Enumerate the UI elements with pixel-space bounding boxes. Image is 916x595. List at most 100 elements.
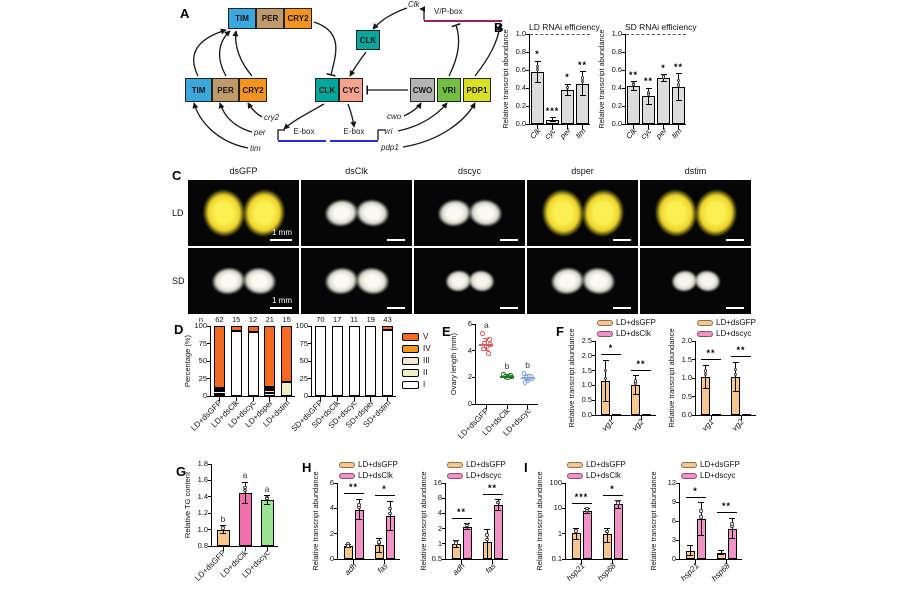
data-point bbox=[565, 85, 570, 90]
panel-f-vg-transcripts: F LD+dsGFP LD+dsClk Relative transcript ab… bbox=[556, 316, 768, 468]
x-tick bbox=[648, 125, 649, 129]
y-tick-label: 25 bbox=[198, 373, 207, 383]
error-cap bbox=[702, 364, 709, 366]
y-tick bbox=[472, 323, 476, 325]
x-tick bbox=[527, 405, 529, 409]
data-point bbox=[699, 515, 703, 519]
y-tick-label: 4 bbox=[329, 503, 334, 513]
y-tick bbox=[526, 105, 530, 107]
x-tick bbox=[336, 397, 338, 401]
stack-segment bbox=[213, 388, 225, 391]
significance-stars: *** bbox=[574, 491, 589, 502]
y-tick bbox=[562, 482, 566, 484]
y-tick-label: 4 bbox=[437, 508, 442, 518]
error-cap bbox=[549, 117, 556, 119]
y-tick-label: 8 bbox=[437, 493, 442, 503]
panel-label-e: E bbox=[442, 324, 451, 339]
y-tick bbox=[676, 520, 680, 522]
error-cap bbox=[483, 337, 490, 339]
y-tick-label: 2 bbox=[467, 372, 472, 382]
chart-hsp-dscyc: LD+dsGFP LD+dscyc Relative transcript abun… bbox=[648, 460, 742, 589]
gene-tim-label: tim bbox=[250, 144, 261, 153]
node-per-complex: PER bbox=[256, 8, 284, 29]
x-tick bbox=[663, 125, 664, 129]
legend-row: LD+dsGFP bbox=[681, 460, 742, 469]
y-tick-label: 0.4 bbox=[515, 83, 526, 92]
error-cap bbox=[632, 394, 639, 396]
panel-label-c: C bbox=[172, 168, 182, 183]
error-cap bbox=[732, 391, 739, 393]
y-tick bbox=[207, 360, 211, 362]
stack-segment bbox=[264, 386, 276, 389]
gene-cry2-label: cry2 bbox=[264, 113, 280, 122]
n-value: 15 bbox=[232, 315, 241, 324]
y-tick-label: 6 bbox=[329, 478, 334, 487]
x-axis-labels: LD+dsGFP LD+dsClk LD+dscyc LD+dsper LD+dstim bbox=[190, 396, 294, 452]
legend-label: LD+dscyc bbox=[716, 329, 752, 338]
significance-line bbox=[571, 502, 592, 504]
y-tick bbox=[526, 51, 530, 53]
ovary-lobe bbox=[689, 184, 742, 242]
category-label: adh bbox=[342, 561, 359, 578]
image-column-label: dsGFP bbox=[229, 166, 258, 176]
y-tick bbox=[208, 479, 212, 481]
legend-row: LD+dsGFP bbox=[447, 460, 508, 469]
stack-segment bbox=[264, 393, 276, 396]
ovary-photo bbox=[527, 248, 638, 314]
y-tick bbox=[208, 496, 212, 498]
error-bar bbox=[605, 360, 606, 402]
plot-area: ******* bbox=[622, 33, 686, 129]
chart-legend: LD+dsGFP LD+dscyc bbox=[697, 318, 756, 338]
error-bar bbox=[358, 499, 360, 520]
legend-swatch bbox=[597, 319, 613, 326]
y-tick bbox=[526, 33, 530, 35]
y-tick-label: 0.1 bbox=[551, 554, 562, 563]
error-cap bbox=[645, 87, 652, 89]
stage-label: I bbox=[423, 380, 426, 389]
error-cap bbox=[632, 375, 639, 377]
significance-stars: * bbox=[661, 62, 666, 73]
error-cap bbox=[573, 527, 579, 529]
plot-area: 70 17 11 19 43 bbox=[308, 315, 396, 401]
stack-segment bbox=[213, 326, 225, 389]
y-tick-label: 1.5 bbox=[581, 365, 592, 375]
chart-body: 0 25 50 75 100 70 17 11 19 43 bbox=[294, 315, 396, 401]
stage-swatch bbox=[402, 380, 419, 389]
stack-segment bbox=[382, 329, 394, 396]
y-tick-label: 1 bbox=[437, 538, 442, 548]
y-tick bbox=[622, 87, 626, 89]
y-axis: 0.1 1 10 100 bbox=[545, 478, 565, 563]
vp-box-line bbox=[424, 20, 502, 22]
x-tick bbox=[266, 547, 268, 551]
y-tick bbox=[622, 51, 626, 53]
category-label: hsp21 bbox=[678, 561, 701, 584]
x-axis-labels: LD+dsGFP LD+dsClk LD+dscyc bbox=[456, 404, 537, 458]
y-tick bbox=[472, 350, 476, 352]
stack-segment bbox=[213, 394, 225, 397]
data-point bbox=[485, 537, 489, 542]
error-cap bbox=[495, 499, 501, 501]
y-axis-label: Relative transcript abundance bbox=[649, 471, 658, 571]
y-tick-label: 1.0 bbox=[581, 380, 592, 390]
chart-legend: LD+dsGFP LD+dscyc bbox=[681, 460, 742, 480]
error-bar bbox=[389, 501, 391, 531]
error-cap bbox=[660, 81, 667, 83]
y-tick bbox=[308, 325, 312, 327]
y-tick-label: 1.0 bbox=[197, 524, 208, 534]
y-tick-label: 2 bbox=[329, 528, 334, 538]
error-bar bbox=[735, 362, 736, 392]
data-point bbox=[676, 78, 681, 83]
y-tick bbox=[526, 69, 530, 71]
stage-label: III bbox=[423, 356, 430, 365]
error-cap bbox=[698, 502, 704, 504]
stage-legend-row: I bbox=[402, 380, 431, 389]
y-tick-label: 75 bbox=[299, 338, 308, 348]
significance-line bbox=[701, 359, 721, 361]
y-tick bbox=[334, 533, 338, 535]
significance-stars: ** bbox=[721, 501, 731, 512]
y-tick bbox=[208, 545, 212, 547]
error-bar bbox=[567, 84, 568, 96]
chart-body: Relative transcript abundance 0.0 0.2 0.4 0.… bbox=[500, 29, 590, 129]
chart-ld-rnai-efficiency: LD RNAi efficiency Relative transcript ab… bbox=[500, 22, 600, 150]
data-point bbox=[585, 508, 589, 513]
